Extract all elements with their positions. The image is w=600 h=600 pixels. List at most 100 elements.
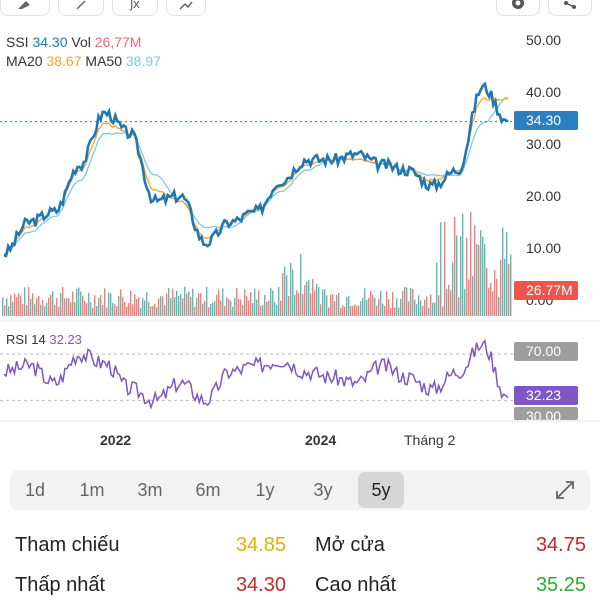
volume-bar: [476, 244, 478, 316]
period-1m[interactable]: 1m: [79, 480, 105, 500]
share-button[interactable]: [548, 0, 592, 16]
volume-bar: [420, 300, 422, 316]
volume-bar: [210, 303, 212, 316]
volume-bar: [38, 295, 40, 316]
volume-bar: [378, 298, 380, 316]
volume-bar: [170, 297, 172, 316]
volume-bar: [118, 296, 120, 316]
rsi-value: 32.23: [49, 332, 82, 347]
volume-bar: [372, 294, 374, 316]
volume-bar: [16, 297, 18, 316]
expand-icon[interactable]: [553, 478, 577, 502]
rsi-line: [3, 339, 509, 410]
volume-bar: [260, 306, 262, 316]
volume-bar: [400, 298, 402, 316]
volume-bar: [354, 304, 356, 316]
open-price-label: Mở cửa: [315, 534, 385, 556]
draw-tool-button[interactable]: [0, 0, 50, 16]
line-tool-button[interactable]: [58, 0, 104, 16]
volume-bar: [12, 301, 14, 316]
volume-bar: [292, 269, 294, 316]
volume-bar: [394, 307, 396, 316]
volume-bar: [276, 305, 278, 316]
volume-bar: [504, 259, 506, 316]
volume-bar: [56, 298, 58, 316]
period-selector: 1d 1m 3m 6m 1y 3y 5y: [10, 470, 590, 510]
volume-bars: [2, 211, 512, 316]
volume-bar: [334, 301, 336, 316]
volume-bar: [108, 292, 110, 316]
volume-bar: [386, 291, 388, 316]
volume-bar: [254, 288, 256, 316]
fx-icon: ʃx: [130, 0, 140, 11]
period-1d[interactable]: 1d: [24, 480, 46, 500]
volume-value: 26,77M: [94, 34, 142, 50]
period-1y[interactable]: 1y: [255, 480, 275, 500]
volume-bar: [154, 303, 156, 316]
volume-bar: [250, 291, 252, 316]
period-3y[interactable]: 3y: [313, 480, 333, 500]
volume-bar: [408, 301, 410, 316]
volume-bar: [306, 281, 308, 316]
volume-bar: [138, 297, 140, 316]
volume-bar: [448, 285, 450, 316]
volume-bar: [286, 275, 288, 316]
period-5y[interactable]: 5y: [358, 472, 404, 508]
volume-bar: [380, 290, 382, 316]
volume-bar: [362, 297, 364, 316]
volume-bar: [494, 270, 496, 316]
volume-bar: [498, 296, 500, 316]
volume-bar: [60, 293, 62, 316]
volume-bar: [360, 301, 362, 316]
volume-bar: [208, 307, 210, 316]
volume-bar: [94, 295, 96, 316]
volume-bar: [496, 278, 498, 316]
volume-bar: [20, 295, 22, 316]
volume-bar: [442, 306, 444, 316]
volume-bar: [6, 298, 8, 316]
volume-bar: [284, 266, 286, 316]
volume-bar: [264, 295, 266, 316]
volume-bar: [402, 291, 404, 316]
ma20-label: MA20: [6, 53, 43, 69]
settings-button[interactable]: [496, 0, 540, 16]
volume-bar: [248, 300, 250, 316]
volume-bar: [502, 227, 504, 316]
volume-bar: [236, 288, 238, 316]
compare-button[interactable]: [166, 0, 206, 16]
rsi-30-tag: 30.00: [514, 407, 578, 420]
volume-bar: [480, 230, 482, 316]
volume-bar: [436, 262, 438, 316]
volume-bar: [468, 279, 470, 316]
volume-bar: [256, 299, 258, 316]
volume-bar: [52, 291, 54, 316]
volume-bar: [110, 293, 112, 316]
volume-bar: [454, 216, 456, 316]
volume-bar: [310, 293, 312, 316]
period-6m[interactable]: 6m: [195, 480, 221, 500]
volume-bar: [314, 290, 316, 316]
volume-bar: [180, 294, 182, 316]
toolbar: ʃx: [0, 0, 600, 22]
volume-bar: [324, 289, 326, 316]
volume-bar: [240, 299, 242, 316]
x-axis-label: Tháng 2: [404, 432, 456, 448]
period-3m[interactable]: 3m: [137, 480, 163, 500]
volume-bar: [352, 306, 354, 316]
volume-bar: [456, 235, 458, 316]
volume-bar: [444, 221, 446, 316]
price-axis-label: 40.00: [526, 84, 561, 100]
ma20-value: 38.67: [46, 53, 82, 69]
volume-bar: [134, 294, 136, 316]
rsi-value-tag: 32.23: [514, 386, 578, 405]
volume-bar: [274, 301, 276, 316]
volume-bar: [304, 285, 306, 316]
volume-bar: [42, 300, 44, 316]
ref-price-value: 34.85: [235, 534, 286, 556]
volume-bar: [326, 295, 328, 316]
volume-bar: [416, 304, 418, 316]
volume-bar: [438, 295, 440, 316]
indicator-button[interactable]: ʃx: [112, 0, 158, 16]
volume-bar: [218, 289, 220, 316]
